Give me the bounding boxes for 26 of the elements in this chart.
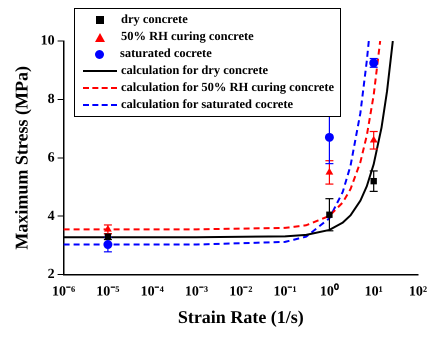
legend-label: calculation for saturated cocrete (121, 97, 294, 111)
legend-label: calculation for 50% RH curing concrete (121, 80, 334, 94)
point (103, 240, 112, 250)
y-axis-title: Maximum Stress (MPa) (11, 66, 32, 250)
y-tick-label: 8 (48, 92, 55, 108)
x-tick-label: 10⁻¹ (274, 284, 297, 300)
x-tick-label: 10² (408, 284, 428, 300)
x-tick-label: 10⁻⁶ (52, 284, 76, 300)
x-tick-label: 10⁻⁴ (140, 284, 165, 300)
x-tick-label: 10⁻³ (184, 284, 208, 300)
legend-label: calculation for dry concrete (121, 63, 268, 77)
x-tick-label: 10⁻² (229, 284, 252, 300)
x-tick-label: 10⁻⁵ (96, 284, 120, 300)
point (370, 136, 378, 143)
y-tick-label: 2 (48, 267, 55, 282)
x-axis-title: Strain Rate (1/s) (178, 306, 304, 327)
y-tick-label: 4 (48, 208, 55, 224)
point (370, 178, 377, 184)
y-tick-label: 10 (40, 34, 55, 49)
legend-label: saturated cocrete (120, 46, 212, 60)
legend-label: dry concrete (121, 12, 188, 26)
x-tick-label: 10⁰ (320, 282, 339, 300)
point (104, 224, 112, 232)
y-tick-label: 6 (48, 150, 55, 166)
legend-label: 50% RH curing concrete (121, 29, 254, 43)
x-tick-label: 10¹ (364, 284, 383, 300)
